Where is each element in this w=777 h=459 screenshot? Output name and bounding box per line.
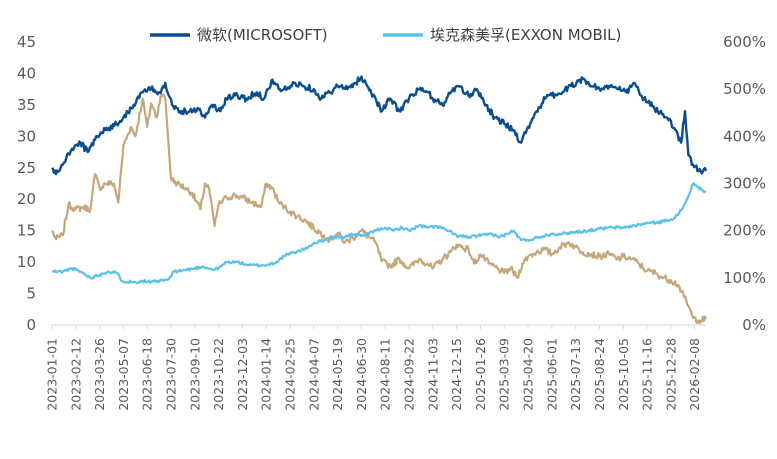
x-axis-tick-21: 2025-06-01 [544, 338, 559, 411]
x-axis: 2023-01-01 2023-02-12 2023-03-26 2023-05-07… [45, 324, 706, 411]
x-axis-tick-23: 2025-08-24 [592, 338, 607, 411]
x-axis-tick-27: 2026-02-08 [687, 338, 702, 411]
x-axis-tick-11: 2024-04-07 [306, 338, 321, 411]
left-axis-tick-7: 35 [17, 96, 36, 114]
x-axis-tick-3: 2023-05-07 [116, 338, 131, 411]
series-line-ratio [51, 92, 708, 325]
right-axis-tick-0: 0% [742, 316, 766, 334]
right-axis-tick-2: 200% [723, 222, 766, 240]
left-axis-tick-3: 15 [17, 222, 36, 240]
x-axis-tick-26: 2025-12-28 [663, 338, 678, 411]
legend-label-xom: 埃克森美孚(EXXON MOBIL) [430, 26, 621, 44]
x-axis-tick-9: 2024-01-14 [259, 338, 274, 411]
x-axis-tick-24: 2025-10-05 [616, 338, 631, 411]
left-axis: 0 5 10 15 20 25 30 35 40 45 [17, 33, 36, 334]
x-axis-tick-14: 2024-08-11 [378, 338, 393, 411]
x-axis-tick-13: 2024-06-30 [354, 338, 369, 411]
x-axis-tick-5: 2023-07-30 [164, 338, 179, 411]
right-axis-tick-4: 400% [723, 127, 766, 145]
right-axis: 0% 100% 200% 300% 400% 500% 600% [723, 33, 766, 334]
series-line-msft [51, 75, 708, 176]
x-axis-tick-0: 2023-01-01 [45, 338, 60, 411]
left-axis-tick-9: 45 [17, 33, 36, 51]
right-axis-tick-6: 600% [723, 33, 766, 51]
left-axis-tick-8: 40 [17, 64, 36, 82]
legend: 微软(MICROSOFT) 埃克森美孚(EXXON MOBIL) [150, 26, 621, 44]
left-axis-tick-1: 5 [26, 285, 36, 303]
series-line-xom [51, 182, 707, 285]
right-axis-tick-1: 100% [723, 269, 766, 287]
x-axis-tick-17: 2024-12-15 [449, 338, 464, 411]
legend-label-msft: 微软(MICROSOFT) [197, 26, 328, 44]
x-axis-tick-12: 2024-05-19 [330, 338, 345, 411]
x-axis-tick-6: 2023-09-10 [187, 338, 202, 411]
x-axis-tick-8: 2023-12-03 [235, 338, 250, 411]
x-axis-tick-20: 2025-04-20 [521, 338, 536, 411]
x-axis-tick-10: 2024-02-25 [283, 338, 298, 411]
x-axis-tick-25: 2025-11-16 [640, 338, 655, 411]
left-axis-tick-5: 25 [17, 159, 36, 177]
right-axis-tick-5: 500% [723, 80, 766, 98]
left-axis-tick-4: 20 [17, 190, 36, 208]
left-axis-tick-0: 0 [26, 316, 36, 334]
right-axis-tick-3: 300% [723, 175, 766, 193]
left-axis-tick-2: 10 [17, 253, 36, 271]
x-axis-tick-4: 2023-06-18 [140, 338, 155, 411]
left-axis-tick-6: 30 [17, 127, 36, 145]
plot-lines [51, 75, 708, 325]
x-axis-tick-19: 2025-03-09 [497, 338, 512, 411]
x-axis-tick-22: 2025-07-13 [568, 338, 583, 411]
x-axis-tick-18: 2025-01-26 [473, 338, 488, 411]
x-axis-tick-7: 2023-10-22 [211, 338, 226, 411]
x-axis-tick-16: 2024-11-03 [425, 338, 440, 411]
x-axis-tick-15: 2024-09-22 [402, 338, 417, 411]
x-axis-tick-1: 2023-02-12 [68, 338, 83, 411]
x-axis-tick-2: 2023-03-26 [92, 338, 107, 411]
